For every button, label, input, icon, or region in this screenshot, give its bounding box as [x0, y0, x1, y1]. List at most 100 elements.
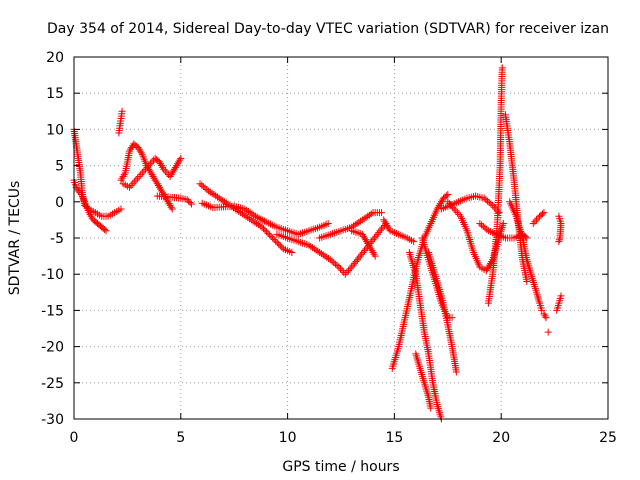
data-point — [378, 209, 386, 217]
trace-markers — [117, 110, 126, 120]
data-point — [147, 169, 155, 177]
trace-markers — [91, 217, 100, 226]
trace-markers — [496, 99, 505, 167]
trace-markers — [440, 202, 452, 212]
series-arc-5 — [119, 154, 185, 191]
data-point — [151, 176, 159, 184]
trace-markers — [434, 196, 446, 211]
data-point — [450, 205, 458, 213]
trace-markers — [388, 228, 401, 237]
data-point — [489, 201, 497, 209]
data-point — [155, 158, 163, 166]
data-point — [324, 220, 332, 228]
trace-markers — [185, 197, 194, 207]
trace-markers — [366, 243, 376, 255]
series-arc-25 — [540, 310, 550, 322]
series-arc-8 — [198, 199, 332, 238]
trace-markers — [428, 207, 440, 225]
series-arc-17 — [412, 350, 435, 412]
trace-markers — [370, 250, 378, 258]
data-point — [556, 234, 564, 242]
trace-markers — [122, 149, 133, 175]
data-point — [166, 172, 174, 180]
trace-markers — [421, 222, 434, 240]
trace-markers — [458, 214, 470, 233]
data-point — [173, 162, 181, 170]
trace-markers — [537, 210, 546, 219]
trace-markers — [419, 236, 432, 262]
series-arc-2 — [70, 176, 110, 235]
trace-markers — [206, 188, 221, 201]
trace-markers — [421, 381, 432, 399]
data-point — [305, 241, 313, 249]
data-point — [335, 263, 343, 271]
trace-markers — [317, 250, 333, 263]
data-point — [215, 194, 223, 202]
data-point — [557, 292, 565, 300]
data-point — [341, 270, 349, 278]
trace-markers — [328, 227, 343, 238]
data-point — [480, 194, 488, 202]
trace-markers — [528, 272, 539, 291]
trace-markers — [116, 117, 125, 127]
trace-markers — [134, 171, 145, 182]
data-point — [540, 310, 548, 318]
trace-markers — [296, 238, 311, 249]
data-point — [356, 252, 364, 260]
trace-markers — [395, 316, 409, 348]
trace-markers — [198, 181, 211, 193]
data-point — [540, 209, 548, 217]
trace-markers — [448, 199, 460, 209]
data-point — [410, 238, 418, 246]
trace-markers — [121, 181, 131, 190]
data-point — [326, 256, 334, 264]
data-point — [358, 216, 366, 224]
trace-markers — [118, 171, 128, 182]
series-arc-20 — [484, 64, 506, 307]
data-point — [529, 220, 537, 228]
trace-markers — [489, 229, 501, 276]
trace-markers — [152, 178, 162, 190]
data-point — [482, 267, 490, 275]
data-point — [74, 187, 82, 195]
data-point — [196, 180, 204, 188]
trace-markers — [502, 113, 513, 146]
data-point — [177, 154, 185, 162]
trace-markers — [412, 352, 423, 370]
data-point — [542, 314, 550, 322]
trace-markers — [238, 210, 254, 223]
trace-markers — [243, 206, 258, 219]
trace-markers — [146, 156, 158, 168]
trace-markers — [493, 164, 504, 233]
data-point — [476, 220, 484, 228]
trace-markers — [349, 217, 365, 230]
trace-markers — [445, 200, 457, 211]
trace-markers — [556, 294, 564, 305]
data-point — [499, 220, 507, 228]
series-arc-13 — [388, 191, 452, 372]
trace-markers — [253, 213, 268, 225]
trace-markers — [360, 210, 375, 223]
trace-markers — [389, 345, 402, 370]
series-arc-6 — [153, 192, 195, 208]
data-point — [126, 183, 134, 191]
data-point — [452, 368, 460, 376]
data-point — [247, 216, 255, 224]
data-point — [258, 223, 266, 231]
trace-markers — [510, 178, 522, 225]
trace-markers — [161, 167, 173, 179]
trace-markers — [555, 236, 563, 244]
y-tick-label: -10 — [41, 267, 64, 283]
data-point — [205, 187, 213, 195]
trace-markers — [318, 220, 330, 230]
y-tick-label: 5 — [55, 159, 64, 175]
trace-markers — [429, 381, 441, 406]
trace-markers — [200, 200, 215, 211]
series-arc-16 — [425, 248, 460, 376]
trace-markers — [343, 265, 354, 276]
data-point — [160, 165, 168, 173]
trace-markers — [296, 227, 311, 238]
trace-markers — [164, 193, 176, 201]
data-point — [358, 230, 366, 238]
series-arc-14 — [405, 248, 445, 423]
